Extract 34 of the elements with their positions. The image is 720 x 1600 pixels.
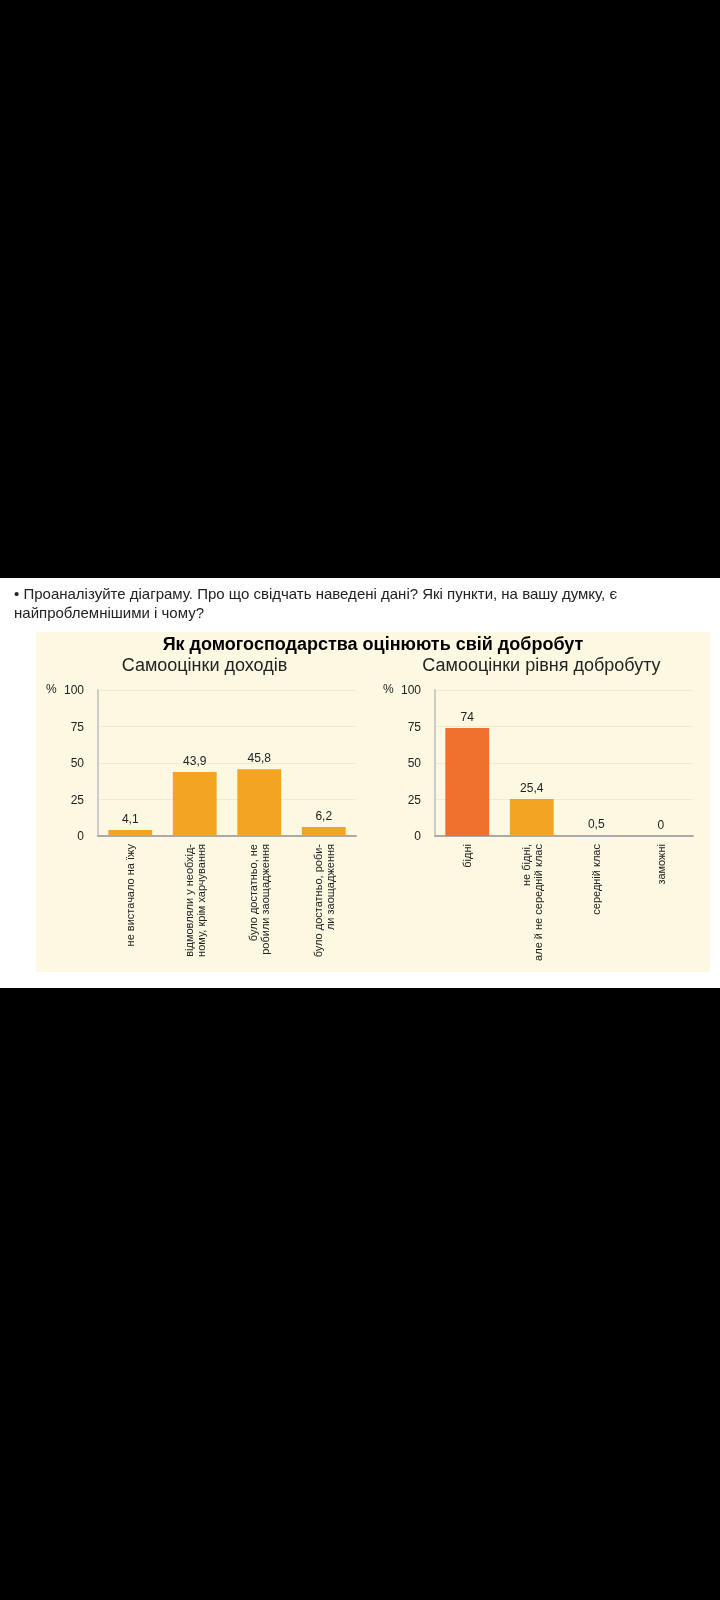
bar (445, 727, 490, 836)
y-tick-label: 0 (77, 829, 85, 843)
data-label: 6,2 (315, 808, 333, 823)
chart-title: Як домогосподарства оцінюють свій добробут (161, 633, 585, 655)
y-tick-label: 50 (407, 756, 422, 770)
bar (172, 771, 217, 836)
text: • Проаналізуйте діаграму. Про що свідчать наведені дані? Які пункти, на вашу думку, є найпроблемнішими і чому? (13, 584, 619, 622)
x-tick-label: заможні (654, 844, 667, 885)
y-tick-label: 75 (70, 719, 85, 734)
y-axis-title: % (383, 682, 394, 696)
data-label: 74 (460, 709, 475, 724)
bar (301, 826, 346, 836)
data-label: 4,1 (121, 812, 139, 827)
data-label: 45,8 (247, 751, 272, 766)
data-label: 43,9 (183, 753, 207, 768)
x-tick-label: середній клас (590, 843, 603, 915)
y-tick-label: 50 (70, 756, 85, 770)
y-axis-title: % (46, 682, 57, 696)
y-tick-label: 25 (70, 792, 85, 807)
y-tick-label: 100 (63, 683, 85, 697)
y-tick-label: 75 (407, 719, 422, 734)
chart-subtitle: Самооцінки доходів (120, 655, 289, 676)
y-tick-label: 25 (407, 792, 422, 807)
x-tick-label: не вистачало на їжу (124, 843, 137, 947)
data-label: 0 (657, 818, 665, 832)
chart-title: Самооцінки рівня добробуту (421, 655, 662, 676)
y-tick-label: 100 (400, 683, 422, 697)
bar (237, 769, 282, 836)
bar (509, 798, 554, 836)
data-label: 25,4 (520, 780, 544, 795)
bar (108, 830, 153, 836)
y-tick-label: 0 (414, 829, 422, 843)
data-label: 0,5 (587, 817, 605, 832)
x-tick-label: бідні (461, 844, 474, 868)
